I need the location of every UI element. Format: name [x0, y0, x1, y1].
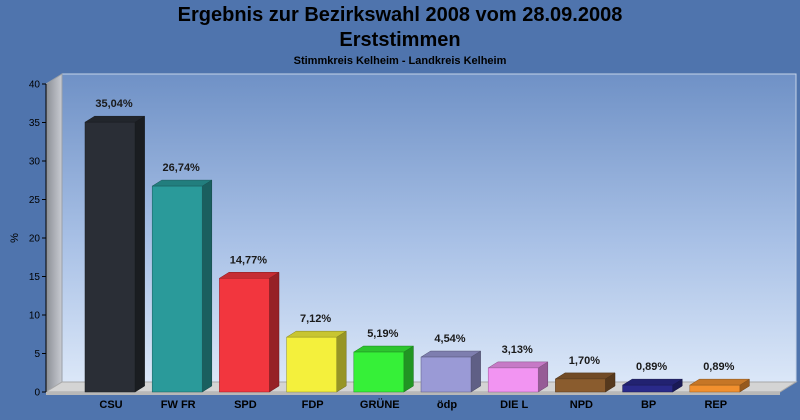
y-axis-label: %: [9, 233, 21, 243]
bar-bp: [621, 378, 684, 393]
bar-side: [201, 179, 213, 393]
x-tick-label: SPD: [234, 399, 257, 411]
bars: [84, 115, 751, 393]
bar-rep: [688, 378, 751, 393]
data-label: 3,13%: [502, 344, 533, 356]
bar-npd: [554, 372, 616, 393]
bar-csu: [84, 115, 146, 393]
y-tick-label: 10: [29, 311, 41, 322]
x-tick-label: BP: [641, 399, 656, 411]
data-label: 26,74%: [163, 162, 201, 174]
bar-front: [555, 378, 606, 393]
bar-top: [554, 372, 616, 380]
bar-top: [285, 330, 348, 338]
bar-front: [219, 278, 270, 393]
floor-edge: [46, 392, 780, 395]
side-wall: [45, 73, 63, 393]
y-tick-label: 20: [29, 234, 41, 245]
bar-side: [336, 330, 347, 393]
x-tick-label: FW FR: [161, 399, 196, 411]
bar-front: [689, 384, 741, 393]
x-tick-label: CSU: [99, 399, 122, 411]
bar-front: [286, 336, 337, 393]
bar-front: [151, 185, 203, 393]
x-tick-label: GRÜNE: [360, 398, 400, 411]
bar-die-l: [487, 361, 549, 393]
y-tick-label: 15: [29, 272, 41, 283]
bar-front: [420, 356, 472, 393]
bar-side: [403, 345, 414, 393]
y-tick-label: 40: [29, 80, 41, 91]
bar-front: [622, 384, 673, 393]
bar-top: [621, 378, 684, 386]
y-tick-label: 25: [29, 195, 41, 206]
bar-fdp: [285, 330, 348, 393]
bar-front: [353, 351, 405, 393]
chart-title: Ergebnis zur Bezirkswahl 2008 vom 28.09.…: [177, 4, 623, 26]
bar-top: [352, 345, 415, 353]
y-axis: 0 5 10 15 20 25 30 35 40: [29, 80, 47, 399]
bar-front: [84, 121, 136, 393]
y-tick-label: 35: [29, 118, 41, 129]
bar-grüne: [352, 345, 415, 393]
chart-subtitle: Stimmkreis Kelheim - Landkreis Kelheim: [293, 55, 507, 67]
x-tick-label: FDP: [302, 399, 324, 411]
x-tick-label: REP: [704, 399, 727, 411]
y-tick-label: 5: [34, 349, 40, 360]
x-tick-label: DIE L: [500, 399, 528, 411]
data-label: 0,89%: [636, 361, 667, 373]
data-label: 1,70%: [569, 355, 600, 367]
data-label: 14,77%: [230, 254, 268, 266]
x-axis: CSU FW FR SPD FDP GRÜNE ödp DIE L NPD BP REP: [99, 398, 727, 411]
bar-ödp: [420, 350, 482, 393]
bar-top: [487, 361, 549, 369]
chart-title-secondary: Erststimmen: [339, 29, 461, 51]
bar-top: [218, 272, 280, 279]
bar-side: [269, 271, 280, 393]
bar-side: [470, 350, 481, 393]
data-label: 4,54%: [434, 333, 465, 345]
bar-fw-fr: [151, 179, 213, 393]
data-label: 35,04%: [95, 98, 133, 110]
data-labels: 35,04% 26,74% 14,77% 7,12% 5,19% 4,54% 3,13% 1,…: [95, 98, 734, 373]
y-tick-label: 0: [34, 388, 40, 399]
bar-top: [84, 115, 146, 123]
bar-side: [134, 115, 145, 393]
data-label: 7,12%: [300, 313, 331, 325]
bar-top: [688, 378, 751, 386]
data-label: 0,89%: [703, 361, 734, 373]
bar-top: [151, 179, 213, 187]
x-tick-label: ödp: [437, 399, 457, 411]
bar-top: [420, 350, 482, 358]
data-label: 5,19%: [367, 328, 398, 340]
y-tick-label: 30: [29, 157, 41, 168]
bar-front: [487, 367, 539, 393]
bar-spd: [218, 271, 280, 393]
x-tick-label: NPD: [570, 399, 593, 411]
